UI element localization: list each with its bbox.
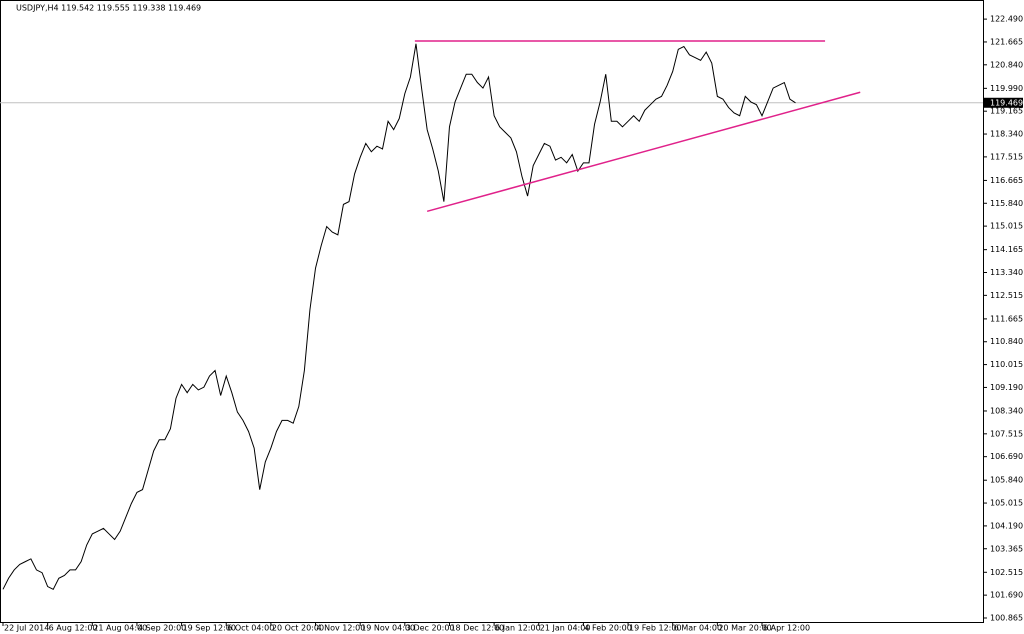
y-tick-label: 119.990 (990, 84, 1023, 93)
y-tick-label: 119.165 (990, 107, 1023, 116)
y-tick-label: 102.515 (990, 568, 1023, 577)
x-tick-label: 3 Dec 20:00 (406, 624, 455, 633)
y-tick-label: 114.165 (990, 245, 1023, 254)
y-tick-label: 105.840 (990, 476, 1023, 485)
y-tick-label: 110.015 (990, 360, 1023, 369)
x-tick-label: 19 Nov 04:00 (361, 624, 415, 633)
y-tick-label: 101.690 (990, 591, 1023, 600)
y-tick-label: 122.490 (990, 15, 1023, 24)
y-tick-label: 113.340 (990, 268, 1023, 277)
y-tick-label: 120.840 (990, 60, 1023, 69)
chart-title: USDJPY,H4 119.542 119.555 119.338 119.46… (16, 4, 201, 13)
x-tick-label: 6 Aug 12:00 (49, 624, 98, 633)
last-price-box (984, 97, 1023, 108)
trendline (426, 91, 861, 213)
x-tick-label: 20 Mar 20:00 (718, 624, 771, 633)
x-tick-label: 19 Feb 12:00 (629, 624, 681, 633)
x-tick-label: 4 Sep 20:00 (138, 624, 186, 633)
x-tick-label: 19 Sep 12:00 (183, 624, 236, 633)
x-tick-label: 6 Oct 04:00 (227, 624, 274, 633)
y-tick-label: 105.015 (990, 499, 1023, 508)
y-tick-label: 100.865 (990, 613, 1023, 622)
y-tick-label: 115.015 (990, 222, 1023, 231)
y-tick-label: 110.840 (990, 337, 1023, 346)
y-tick-label: 107.515 (990, 429, 1023, 438)
y-tick-label: 116.665 (990, 176, 1023, 185)
x-tick-label: 6 Mar 04:00 (674, 624, 722, 633)
y-tick-label: 115.840 (990, 199, 1023, 208)
x-tick-label: 6 Jan 12:00 (495, 624, 541, 633)
x-tick-label: 6 Apr 12:00 (763, 624, 810, 633)
x-tick-label: 20 Oct 20:00 (272, 624, 324, 633)
y-tick-label: 103.365 (990, 544, 1023, 553)
x-tick-label: 21 Jan 04:00 (540, 624, 591, 633)
last-price-label: 119.469 (990, 98, 1023, 107)
price-line (2, 43, 796, 590)
y-tick-label: 117.515 (990, 152, 1023, 161)
y-tick-label: 118.340 (990, 130, 1023, 139)
y-tick-label: 108.340 (990, 406, 1023, 415)
x-tick-label: 21 Aug 04:00 (93, 624, 147, 633)
y-tick-label: 121.665 (990, 37, 1023, 46)
x-tick-label: 4 Feb 20:00 (584, 624, 631, 633)
y-tick-label: 104.190 (990, 521, 1023, 530)
y-tick-label: 106.690 (990, 452, 1023, 461)
y-tick-label: 109.190 (990, 383, 1023, 392)
x-tick-label: 18 Dec 12:00 (450, 624, 504, 633)
x-tick-label: 4 Nov 12:00 (317, 624, 366, 633)
x-tick-label: 22 Jul 2014 (4, 624, 49, 633)
y-tick-label: 112.515 (990, 291, 1023, 300)
plot-frame (0, 0, 984, 623)
y-tick-label: 111.665 (990, 314, 1023, 323)
